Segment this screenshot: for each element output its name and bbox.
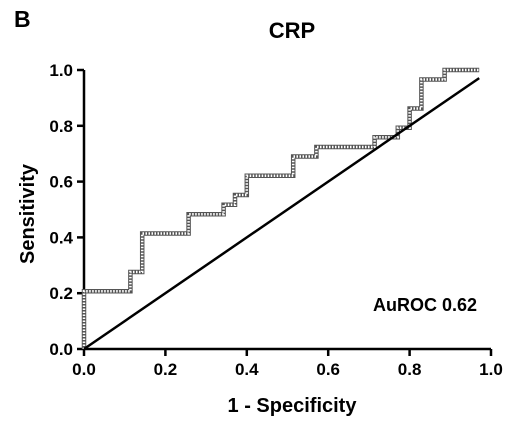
- plot-area: 0.0 0.2 0.4 0.6 0.8 1.0 0.0 0.2 0.4 0.6 0.8 1.0: [49, 61, 502, 379]
- y-tick-label-4: 0.8: [49, 117, 73, 136]
- x-axis-label: 1 - Specificity: [228, 395, 358, 417]
- y-tick-label-0: 0.0: [49, 340, 73, 359]
- x-tick-label-4: 0.8: [398, 360, 422, 379]
- x-tick-label-3: 0.6: [316, 360, 340, 379]
- y-tick-label-3: 0.6: [49, 173, 73, 192]
- reference-diagonal-line: [83, 77, 480, 351]
- chart-title: CRP: [269, 18, 315, 43]
- y-axis-label: Sensitivity: [17, 163, 39, 264]
- y-tick-label-5: 1.0: [49, 61, 73, 80]
- y-tick-label-2: 0.4: [49, 228, 73, 247]
- y-tick-label-1: 0.2: [49, 284, 73, 303]
- auroc-annotation: AuROC 0.62: [373, 295, 477, 315]
- x-tick-label-2: 0.4: [235, 360, 259, 379]
- panel-letter: B: [14, 6, 31, 32]
- roc-curve-line: [82, 68, 480, 349]
- x-tick-label-5: 1.0: [479, 360, 503, 379]
- x-tick-label-0: 0.0: [72, 360, 96, 379]
- x-tick-label-1: 0.2: [154, 360, 178, 379]
